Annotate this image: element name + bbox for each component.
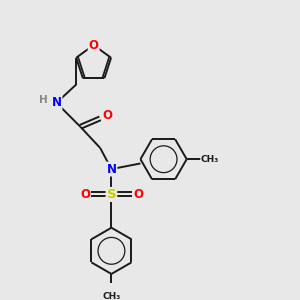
Text: O: O bbox=[133, 188, 143, 201]
Text: H: H bbox=[39, 95, 48, 105]
Text: O: O bbox=[102, 109, 112, 122]
Text: CH₃: CH₃ bbox=[201, 155, 219, 164]
Text: O: O bbox=[80, 188, 90, 201]
Text: O: O bbox=[88, 39, 99, 52]
Text: S: S bbox=[106, 188, 116, 201]
Text: N: N bbox=[52, 96, 61, 109]
Text: CH₃: CH₃ bbox=[102, 292, 121, 300]
Text: N: N bbox=[106, 163, 116, 176]
